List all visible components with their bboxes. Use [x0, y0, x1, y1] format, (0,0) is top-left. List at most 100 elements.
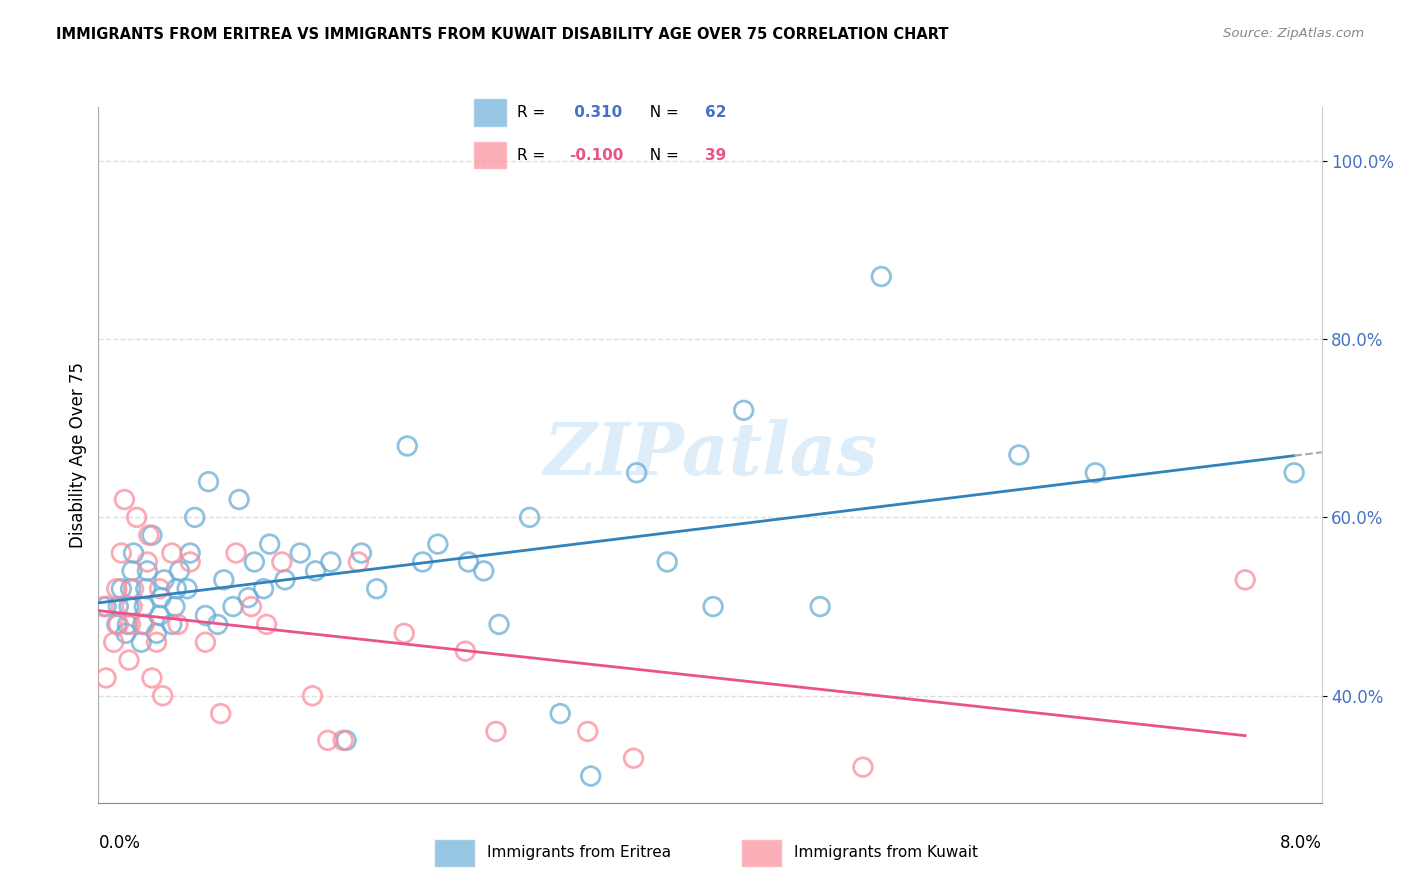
Point [301, 689, 323, 703]
Point [290, 546, 312, 560]
Point [396, 439, 419, 453]
Point [228, 492, 250, 507]
Point [472, 564, 495, 578]
Point [150, 591, 173, 605]
Point [163, 599, 186, 614]
Point [94, 671, 117, 685]
Point [141, 671, 163, 685]
Point [304, 564, 326, 578]
Point [207, 617, 229, 632]
Point [197, 475, 219, 489]
Point [107, 617, 129, 632]
Point [136, 555, 159, 569]
Point [194, 635, 217, 649]
Point [519, 510, 541, 524]
Point [94, 599, 117, 614]
Point [252, 582, 274, 596]
Point [167, 617, 190, 632]
Point [256, 617, 278, 632]
Point [366, 582, 388, 596]
Text: 39: 39 [706, 148, 727, 162]
Point [1008, 448, 1031, 462]
Point [149, 582, 172, 596]
Point [870, 269, 893, 284]
Point [105, 617, 128, 632]
Point [110, 582, 132, 596]
Text: Immigrants from Eritrea: Immigrants from Eritrea [486, 846, 671, 860]
Point [332, 733, 354, 747]
Point [118, 599, 141, 614]
Point [270, 555, 294, 569]
Point [347, 555, 370, 569]
FancyBboxPatch shape [474, 141, 508, 169]
Point [107, 599, 129, 614]
Point [240, 599, 263, 614]
Text: 0.0%: 0.0% [98, 834, 141, 852]
Point [454, 644, 477, 658]
Point [243, 555, 266, 569]
Point [125, 510, 148, 524]
Point [579, 769, 602, 783]
Point [120, 617, 142, 632]
Point [457, 555, 479, 569]
FancyBboxPatch shape [741, 838, 782, 867]
Point [335, 733, 357, 747]
Point [122, 546, 145, 560]
Point [132, 617, 155, 632]
Point [808, 599, 831, 614]
Point [134, 599, 156, 614]
Text: 8.0%: 8.0% [1279, 834, 1322, 852]
Text: IMMIGRANTS FROM ERITREA VS IMMIGRANTS FROM KUWAIT DISABILITY AGE OVER 75 CORRELA: IMMIGRANTS FROM ERITREA VS IMMIGRANTS FR… [56, 27, 949, 42]
Text: Immigrants from Kuwait: Immigrants from Kuwait [794, 846, 977, 860]
Point [169, 564, 191, 578]
Point [176, 582, 198, 596]
Point [548, 706, 571, 721]
Point [141, 528, 163, 542]
Point [485, 724, 508, 739]
Point [184, 510, 207, 524]
Point [238, 591, 260, 605]
Point [149, 608, 172, 623]
Point [129, 635, 152, 649]
Text: R =: R = [516, 105, 550, 120]
Point [1282, 466, 1305, 480]
Point [118, 653, 141, 667]
Point [145, 626, 167, 640]
FancyBboxPatch shape [433, 838, 475, 867]
Point [153, 573, 176, 587]
Point [115, 626, 138, 640]
Point [702, 599, 724, 614]
Point [121, 599, 143, 614]
Point [112, 492, 135, 507]
Point [194, 608, 217, 623]
Point [392, 626, 416, 640]
Point [179, 546, 201, 560]
Text: Source: ZipAtlas.com: Source: ZipAtlas.com [1223, 27, 1364, 40]
Point [103, 635, 125, 649]
Point [135, 582, 157, 596]
Point [122, 582, 145, 596]
Point [259, 537, 281, 551]
Point [209, 706, 232, 721]
Point [121, 564, 143, 578]
Point [623, 751, 645, 765]
Text: -0.100: -0.100 [569, 148, 623, 162]
Text: 62: 62 [706, 105, 727, 120]
Point [1234, 573, 1257, 587]
Point [1084, 466, 1107, 480]
Point [117, 617, 139, 632]
Point [212, 573, 235, 587]
Point [110, 546, 132, 560]
Point [225, 546, 247, 560]
Text: N =: N = [640, 148, 683, 162]
Point [488, 617, 510, 632]
Point [160, 546, 183, 560]
Point [657, 555, 679, 569]
Point [179, 555, 201, 569]
Point [319, 555, 342, 569]
Text: 0.310: 0.310 [569, 105, 623, 120]
Point [91, 599, 114, 614]
Point [120, 582, 142, 596]
Point [222, 599, 245, 614]
Text: N =: N = [640, 105, 683, 120]
